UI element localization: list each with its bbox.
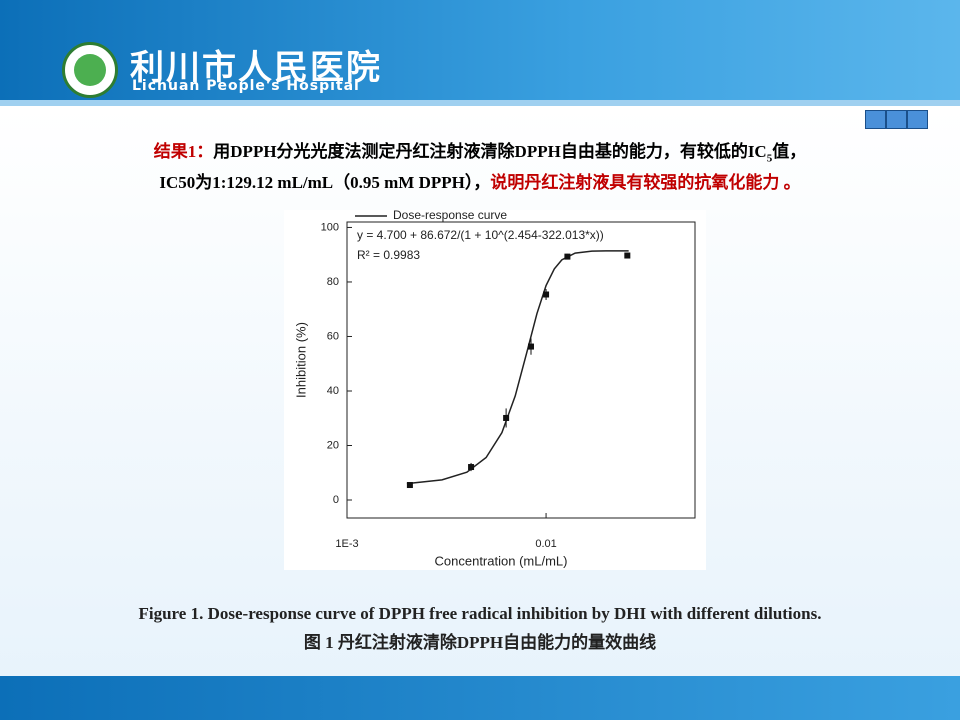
annotation: R² = 0.9983 [357,248,420,262]
data-point [503,414,510,421]
deco-square [865,110,886,129]
y-tick-label: 100 [321,221,339,233]
x-tick-label: 0.01 [535,538,556,550]
deco-square [907,110,928,129]
data-point [406,482,413,489]
chart-panel [284,210,706,570]
result-text: IC50为1:129.12 mL/mL（0.95 mM DPPH）， [159,173,491,192]
result-text: 值， [772,142,807,161]
caption-chinese: 图 1 丹红注射液清除DPPH自由能力的量效曲线 [303,633,657,652]
caption-english: Figure 1. Dose-response curve of DPPH fr… [138,604,822,623]
result-text: 用DPPH分光光度法测定丹红注射液清除DPPH自由基的能力，有较低的IC [213,142,767,161]
subscript: 5 [766,152,773,165]
data-point [624,252,631,259]
hospital-name: 利川市人民医院 [130,50,382,87]
annotation: y = 4.700 + 86.672/(1 + 10^(2.454-322.01… [357,228,604,242]
result-line: IC50为1:129.12 mL/mL（0.95 mM DPPH），说明丹红注射… [0,168,960,193]
legend-label: Dose-response curve [393,208,507,222]
logo [62,42,118,98]
plot-frame [346,221,696,519]
y-tick-label: 40 [327,385,339,397]
footer-bar [0,676,960,720]
header: 利川市人民医院 Lichuan People's Hospital [0,0,960,106]
header-stripe [0,100,960,106]
result-highlight: 说明丹红注射液具有较强的抗氧化能力 。 [490,173,801,192]
fit-curve [406,250,629,485]
x-axis-label: Concentration (mL/mL) [435,553,568,568]
deco-square [886,110,907,129]
result-line: 结果1：用DPPH分光光度法测定丹红注射液清除DPPH自由基的能力，有较低的IC… [0,137,960,164]
y-tick-label: 80 [327,276,339,288]
y-axis-label: Inhibition (%) [293,322,308,398]
x-tick-label: 1E-3 [335,538,358,550]
y-tick-label: 60 [327,330,339,342]
result-label: 结果1： [153,142,214,161]
hospital-subtitle: Lichuan People's Hospital [132,78,360,94]
data-point [468,464,475,471]
data-point [543,291,550,298]
data-point [527,343,534,350]
y-tick-label: 20 [327,439,339,451]
data-point [564,253,571,260]
y-tick-label: 0 [333,494,339,506]
